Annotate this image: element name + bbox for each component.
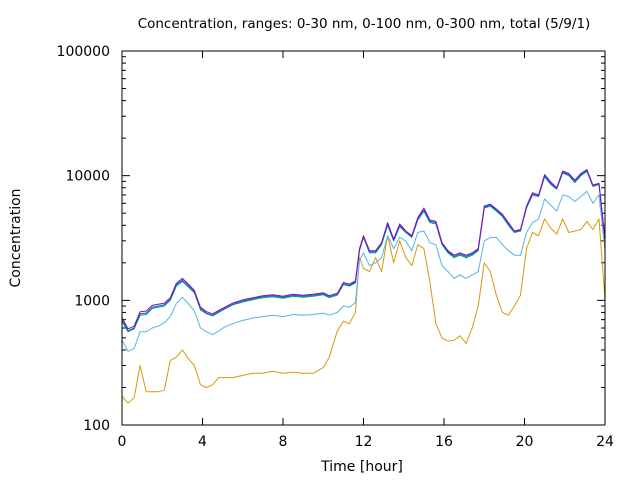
x-tick-label: 4 xyxy=(198,434,207,450)
y-tick-label: 1000 xyxy=(74,293,110,309)
x-axis-label: Time [hour] xyxy=(320,459,403,475)
series-lines xyxy=(121,169,606,404)
y-tick-label: 100000 xyxy=(57,44,110,60)
y-tick-label: 100 xyxy=(83,418,110,434)
chart-title: Concentration, ranges: 0-30 nm, 0-100 nm… xyxy=(138,16,591,32)
series-line-1 xyxy=(121,218,606,404)
x-tick-label: 16 xyxy=(435,434,453,450)
x-tick-label: 8 xyxy=(279,434,288,450)
series-line-4 xyxy=(121,170,606,332)
y-axis-label: Concentration xyxy=(8,188,24,287)
series-line-3 xyxy=(121,171,606,333)
x-tick-label: 0 xyxy=(118,434,127,450)
axis-ticks: 0 4 8 12 16 20 24 100 1000 10000 100000 xyxy=(57,44,614,450)
y-tick-label: 10000 xyxy=(65,169,110,185)
x-tick-label: 20 xyxy=(516,434,534,450)
x-tick-label: 12 xyxy=(355,434,373,450)
series-line-2 xyxy=(121,190,606,352)
plot-frame xyxy=(121,50,606,426)
x-tick-label: 24 xyxy=(596,434,614,450)
series-line-5 xyxy=(121,169,606,330)
